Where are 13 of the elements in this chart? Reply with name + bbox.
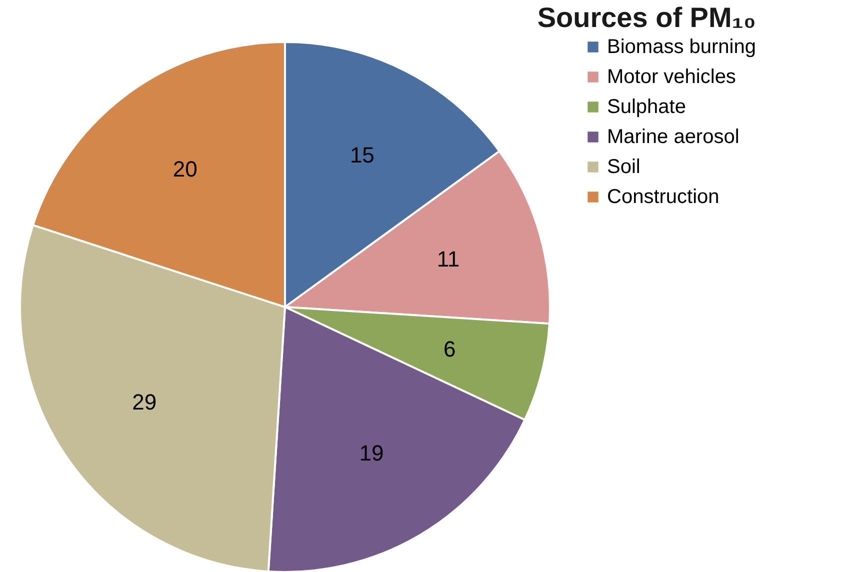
legend-label: Biomass burning <box>607 36 756 58</box>
legend-label: Construction <box>607 186 720 208</box>
data-label: 19 <box>359 440 384 466</box>
legend-label: Motor vehicles <box>607 66 736 88</box>
data-label: 11 <box>436 246 460 272</box>
data-label: 15 <box>350 142 374 168</box>
legend-label: Marine aerosol <box>607 126 740 148</box>
legend-label: Sulphate <box>607 96 686 118</box>
data-label: 20 <box>172 156 198 182</box>
chart-title: Sources of PM₁₀ <box>537 2 756 33</box>
legend-label: Soil <box>607 156 640 178</box>
data-label: 29 <box>132 390 157 415</box>
data-label: 6 <box>444 336 456 362</box>
